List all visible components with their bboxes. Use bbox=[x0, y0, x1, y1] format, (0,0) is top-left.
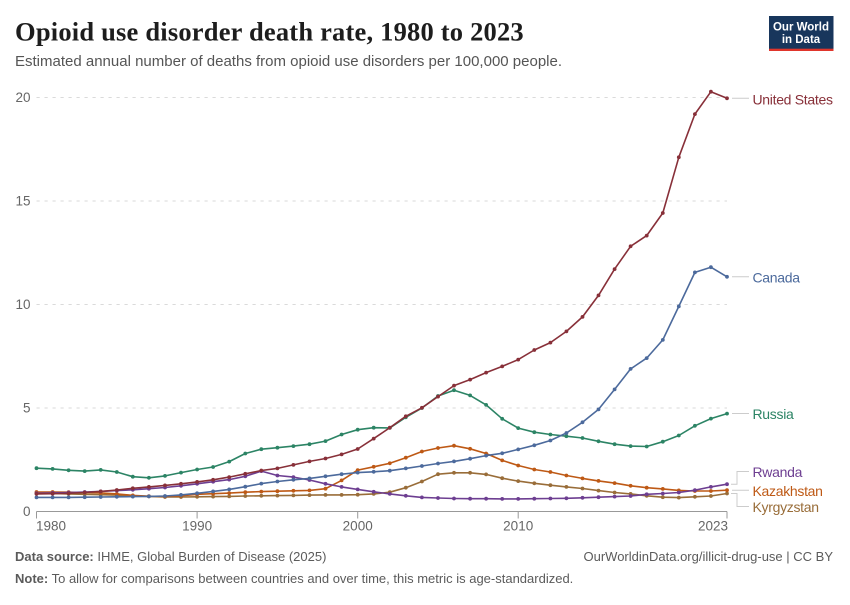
svg-text:10: 10 bbox=[15, 297, 30, 312]
svg-text:2023: 2023 bbox=[698, 519, 728, 534]
svg-text:Kazakhstan: Kazakhstan bbox=[753, 483, 823, 499]
svg-text:Our World: Our World bbox=[773, 21, 829, 33]
svg-text:OurWorldinData.org/illicit-dru: OurWorldinData.org/illicit-drug-use | CC… bbox=[584, 549, 834, 564]
svg-text:Russia: Russia bbox=[753, 406, 795, 422]
svg-text:2000: 2000 bbox=[343, 519, 373, 534]
svg-text:5: 5 bbox=[23, 401, 31, 416]
svg-text:in Data: in Data bbox=[782, 34, 821, 46]
svg-text:Opioid use disorder death rate: Opioid use disorder death rate, 1980 to … bbox=[15, 17, 524, 47]
svg-text:Kyrgyzstan: Kyrgyzstan bbox=[753, 499, 819, 515]
svg-text:Estimated annual number of dea: Estimated annual number of deaths from o… bbox=[15, 53, 562, 70]
svg-text:Canada: Canada bbox=[753, 269, 801, 285]
svg-text:Note: To allow for comparisons: Note: To allow for comparisons between c… bbox=[15, 571, 573, 586]
svg-text:2010: 2010 bbox=[503, 519, 533, 534]
svg-text:Data source: IHME, Global Burd: Data source: IHME, Global Burden of Dise… bbox=[15, 549, 326, 564]
svg-text:0: 0 bbox=[23, 504, 31, 519]
svg-text:1980: 1980 bbox=[36, 519, 66, 534]
svg-text:United States: United States bbox=[753, 92, 833, 108]
svg-text:20: 20 bbox=[15, 90, 30, 105]
svg-text:1990: 1990 bbox=[182, 519, 212, 534]
svg-text:15: 15 bbox=[15, 194, 30, 209]
svg-text:Rwanda: Rwanda bbox=[753, 464, 803, 480]
